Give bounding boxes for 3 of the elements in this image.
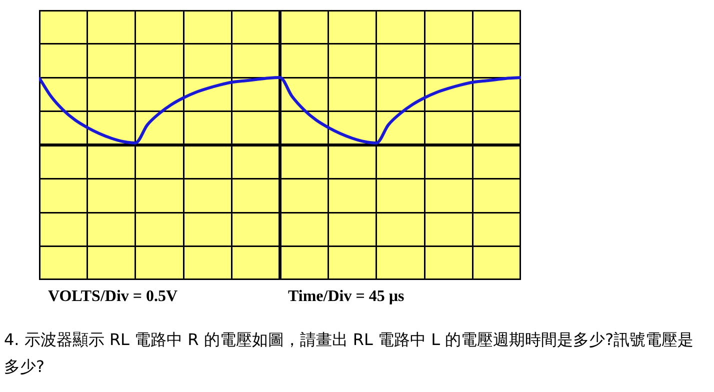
text: VOLTS/Div = 0.5V xyxy=(48,288,178,306)
text: Time/Div = 45 µs xyxy=(288,288,404,306)
text: 4. 示波器顯示 RL 電路中 R 的電壓如圖，請畫出 RL 電路中 L 的電壓週期時間是多少?訊號電壓是多少? xyxy=(4,329,695,378)
